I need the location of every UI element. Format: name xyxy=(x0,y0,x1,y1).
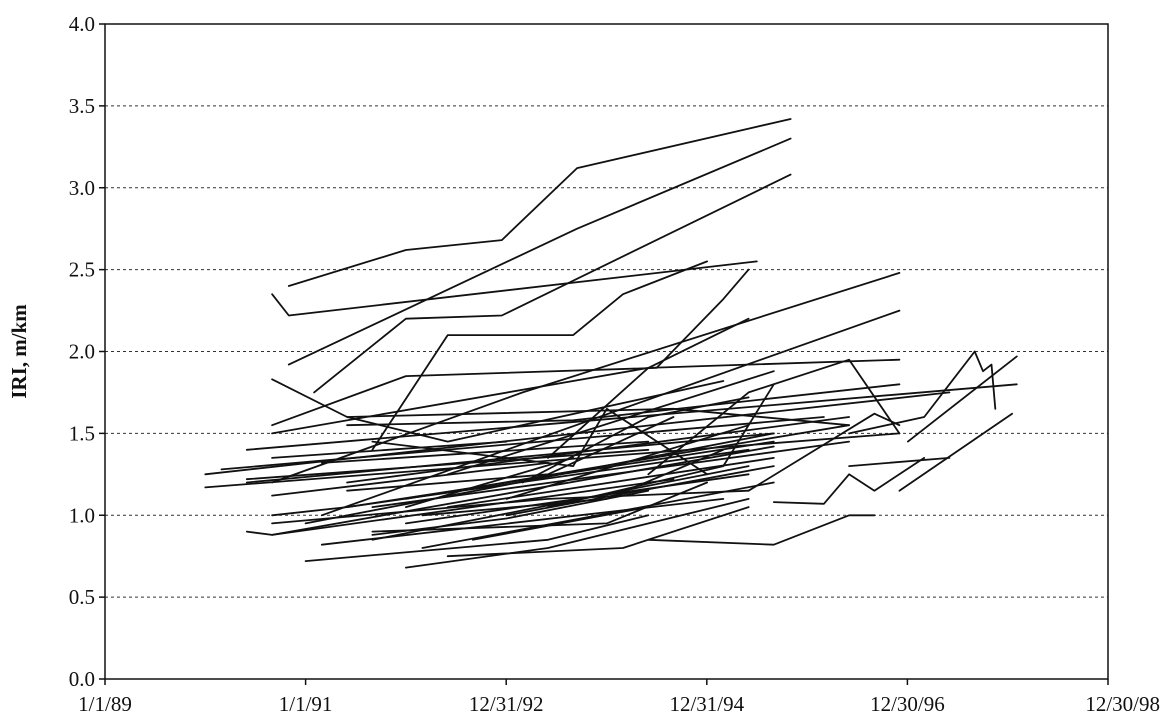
series-line-16 xyxy=(747,412,901,492)
series-line-1 xyxy=(287,137,792,366)
series-line-45 xyxy=(446,506,750,558)
y-tick-label-2: 1.0 xyxy=(69,503,95,527)
y-tick-label-6: 3.0 xyxy=(69,176,95,200)
series-line-50 xyxy=(346,416,675,492)
series-line-18 xyxy=(772,456,926,505)
series-line-34 xyxy=(304,432,775,525)
x-tick-label-0: 1/1/89 xyxy=(78,692,132,716)
series-line-3 xyxy=(271,260,758,317)
series-line-26 xyxy=(346,383,901,427)
series-line-42 xyxy=(371,481,708,533)
x-tick-label-1: 1/1/91 xyxy=(279,692,333,716)
y-tick-label-1: 0.5 xyxy=(69,585,95,609)
series-line-56 xyxy=(471,506,650,541)
series-line-32 xyxy=(220,416,825,471)
x-tick-label-3: 12/31/94 xyxy=(669,692,744,716)
series-line-5 xyxy=(371,260,708,451)
series-line-41 xyxy=(304,514,650,562)
grid-lines xyxy=(105,105,1108,598)
series-line-20 xyxy=(898,412,1013,492)
x-axis-tick-labels: 1/1/89 1/1/91 12/31/92 12/31/94 12/30/96 12/3… xyxy=(78,679,1160,716)
series-line-22 xyxy=(848,456,951,468)
y-tick-label-0: 0.0 xyxy=(69,667,95,691)
y-axis-tick-labels: 0.0 0.5 1.0 1.5 2.0 2.5 3.0 3.5 4.0 xyxy=(69,12,105,691)
series-line-52 xyxy=(547,383,775,509)
series-line-44 xyxy=(404,473,750,525)
y-tick-label-7: 3.5 xyxy=(69,94,95,118)
x-tick-label-5: 12/30/98 xyxy=(1085,692,1160,716)
series-line-43 xyxy=(404,497,750,569)
y-axis-title: IRI, m/km xyxy=(7,304,31,399)
series-line-40 xyxy=(271,478,675,536)
y-tick-label-8: 4.0 xyxy=(69,12,95,36)
series-line-35 xyxy=(346,448,750,509)
series-line-2 xyxy=(313,173,792,394)
y-tick-label-3: 1.5 xyxy=(69,421,95,445)
series-line-55 xyxy=(371,489,650,536)
series-line-37 xyxy=(421,481,775,549)
series-line-19 xyxy=(848,350,997,435)
series-line-8 xyxy=(320,309,901,517)
series-line-27 xyxy=(271,358,901,435)
y-tick-label-4: 2.0 xyxy=(69,340,95,364)
series-line-38 xyxy=(320,497,725,546)
x-tick-label-4: 12/30/96 xyxy=(870,692,945,716)
series-line-48 xyxy=(245,448,650,481)
series-group xyxy=(204,118,1018,569)
series-line-17 xyxy=(647,514,876,546)
series-line-58 xyxy=(271,440,508,459)
series-line-25 xyxy=(204,432,901,489)
series-line-23 xyxy=(245,383,1018,451)
series-line-54 xyxy=(271,461,549,497)
series-line-57 xyxy=(404,456,575,509)
x-tick-label-2: 12/31/92 xyxy=(469,692,544,716)
series-line-0 xyxy=(287,118,792,287)
series-line-21 xyxy=(907,355,1018,443)
y-tick-label-5: 2.5 xyxy=(69,258,95,282)
series-line-33 xyxy=(245,432,775,484)
